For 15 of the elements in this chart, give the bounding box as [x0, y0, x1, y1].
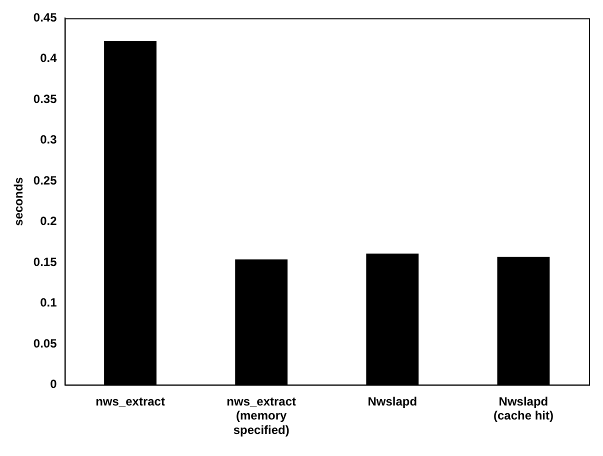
x-tick-label: Nwslapd (cache hit) — [493, 394, 554, 423]
y-tick-label: 0.25 — [33, 173, 58, 188]
y-tick-label: 0.2 — [40, 214, 58, 228]
y-tick-label: 0.4 — [40, 51, 58, 66]
y-tick-label: 0.45 — [33, 10, 58, 25]
y-tick-label: 0 — [50, 377, 58, 392]
y-axis-title: seconds — [12, 176, 26, 226]
y-tick-label: 0.3 — [40, 132, 58, 147]
x-tick-label: Nwslapd — [368, 394, 418, 408]
y-tick-label: 0.35 — [33, 92, 58, 106]
x-tick-label: nws_extract (memory specified) — [226, 394, 296, 438]
y-tick-label: 0.15 — [33, 254, 58, 269]
x-tick-label: nws_extract — [96, 394, 165, 408]
y-tick-label: 0.1 — [40, 296, 58, 310]
y-tick-label: 0.05 — [33, 336, 58, 350]
